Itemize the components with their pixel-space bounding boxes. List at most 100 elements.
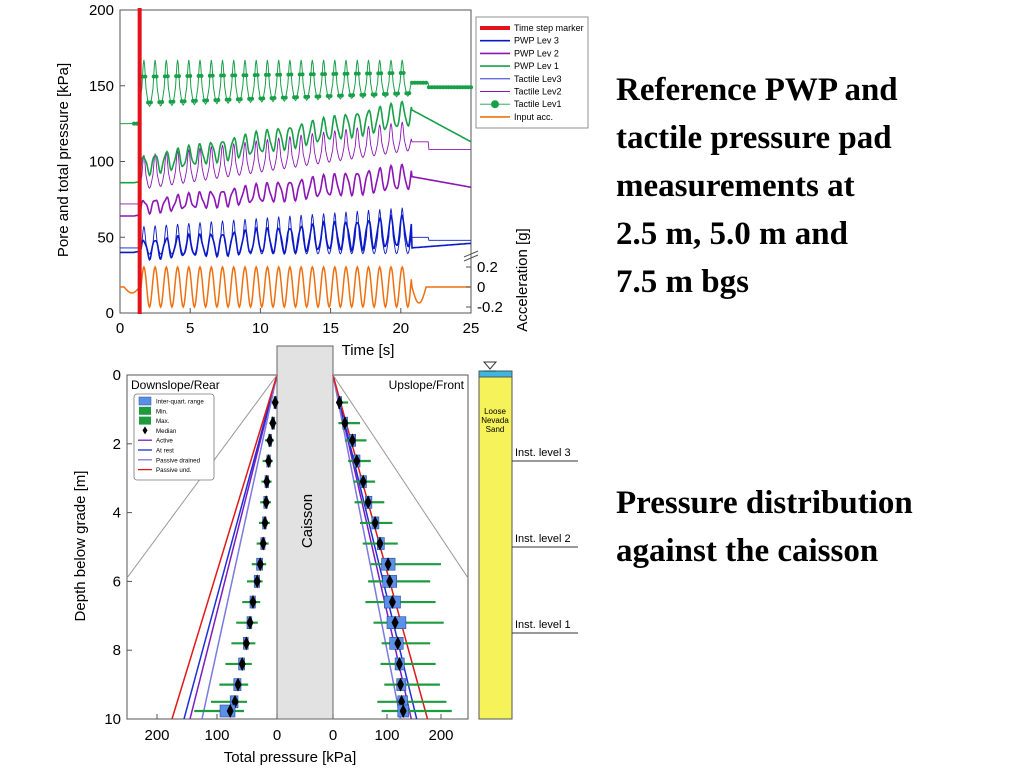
data-point-tactile-lev1	[407, 91, 412, 96]
bottom-series-group	[126, 374, 469, 720]
data-point-tactile-lev1	[196, 73, 201, 78]
data-point-tactile-lev1	[294, 95, 299, 100]
data-point-tactile-lev1	[306, 94, 311, 99]
axis-break-mark	[463, 250, 479, 258]
legend-label: Inter-quart. range	[156, 399, 204, 406]
data-point-tactile-lev1	[264, 72, 269, 77]
data-point-tactile-lev1	[311, 72, 316, 77]
x-tick-label: 200	[144, 727, 169, 744]
data-point-tactile-lev1	[457, 85, 462, 90]
data-point-tactile-lev1	[261, 96, 266, 101]
median-marker-left	[269, 416, 277, 431]
data-point-tactile-lev1	[132, 121, 137, 126]
x-tick-label: 20	[392, 320, 409, 337]
data-point-tactile-lev1	[435, 85, 440, 90]
data-point-tactile-lev1	[278, 72, 283, 77]
data-point-tactile-lev1	[216, 97, 221, 102]
y-tick-label: 0	[113, 367, 121, 384]
series-line-pwp-lev-2	[120, 163, 472, 217]
data-point-tactile-lev1	[286, 72, 291, 77]
data-point-tactile-lev1	[213, 98, 218, 103]
x-tick-label: 100	[204, 727, 229, 744]
instrument-level-label: Inst. level 3	[515, 447, 571, 459]
series-line-tactile-lev2	[120, 121, 471, 205]
legend-label: At rest	[156, 448, 174, 455]
median-marker-right	[397, 677, 404, 692]
legend-swatch	[139, 416, 151, 425]
caisson-label: Caisson	[299, 494, 316, 548]
time-history-chart: 0 5 10 15 20 25 0 50 100 150 200 0.2 0 -0.2 Pore and …	[55, 2, 589, 359]
data-point-tactile-lev1	[280, 95, 285, 100]
data-point-tactile-lev1	[255, 73, 260, 78]
data-point-tactile-lev1	[191, 98, 196, 103]
top-axes-group: 0 5 10 15 20 25 0 50 100 150 200 0.2 0 -0.2	[89, 2, 503, 337]
data-point-tactile-lev1	[426, 85, 431, 90]
median-marker-left	[234, 677, 242, 692]
legend-label: Max.	[156, 418, 170, 425]
data-point-tactile-lev1	[317, 94, 322, 99]
data-point-tactile-lev1	[202, 98, 207, 103]
legend-label: Min.	[156, 408, 168, 415]
caption-top-line: Reference PWP and	[616, 72, 898, 108]
y-tick-label: 6	[113, 573, 121, 590]
data-point-tactile-lev1	[334, 71, 339, 76]
data-point-tactile-lev1	[314, 94, 319, 99]
legend-swatch	[142, 426, 148, 435]
pressure-distribution-chart: Caisson 0 2 4 6 8 10 200 100 0 0 100 200 Downslope/…	[72, 345, 578, 766]
median-marker-right	[394, 636, 402, 651]
data-point-tactile-lev1	[454, 85, 459, 90]
data-point-tactile-lev1	[429, 85, 434, 90]
data-point-tactile-lev1	[320, 72, 325, 77]
data-point-tactile-lev1	[230, 73, 235, 78]
data-point-tactile-lev1	[171, 99, 176, 104]
data-point-tactile-lev1	[466, 85, 471, 90]
top-x-axis-label: Time [s]	[342, 342, 395, 359]
legend-label: Tactile Lev1	[514, 99, 562, 109]
data-point-tactile-lev1	[151, 74, 156, 79]
data-point-tactile-lev1	[351, 93, 356, 98]
data-point-tactile-lev1	[373, 92, 378, 97]
data-point-tactile-lev1	[297, 72, 302, 77]
data-point-tactile-lev1	[412, 80, 417, 85]
data-point-tactile-lev1	[424, 80, 429, 85]
instrument-level-label: Inst. level 2	[515, 533, 571, 545]
series-line-pwp-lev-3	[120, 214, 472, 262]
data-point-tactile-lev1	[432, 85, 437, 90]
y-tick-label: 200	[89, 2, 114, 19]
data-point-tactile-lev1	[283, 95, 288, 100]
data-point-tactile-lev1	[252, 73, 257, 78]
median-marker-right	[391, 615, 399, 630]
influence-line-right	[332, 374, 469, 579]
data-point-tactile-lev1	[154, 74, 159, 79]
data-point-tactile-lev1	[463, 85, 468, 90]
median-marker-right	[386, 574, 394, 589]
data-point-tactile-lev1	[199, 73, 204, 78]
data-point-tactile-lev1	[143, 74, 148, 79]
x-tick-label: 5	[186, 320, 194, 337]
data-point-tactile-lev1	[345, 71, 350, 76]
panel-left-title: Downslope/Rear	[131, 378, 220, 392]
theory-line-left	[171, 374, 278, 720]
data-point-tactile-lev1	[328, 93, 333, 98]
data-point-tactile-lev1	[157, 100, 162, 105]
data-point-tactile-lev1	[258, 96, 263, 101]
data-point-tactile-lev1	[247, 96, 252, 101]
top-series-group	[120, 8, 473, 314]
data-point-tactile-lev1	[365, 71, 370, 76]
caption-bottom-line: Pressure distribution	[616, 485, 913, 521]
legend-swatch-dot	[491, 100, 499, 109]
x-tick-label: 10	[252, 320, 269, 337]
data-point-tactile-lev1	[415, 80, 420, 85]
data-point-tactile-lev1	[233, 73, 238, 78]
legend-label: Active	[156, 438, 173, 445]
data-point-tactile-lev1	[401, 70, 406, 75]
data-point-tactile-lev1	[205, 98, 210, 103]
y-tick-label: 0	[106, 305, 114, 322]
caption-top-line: 7.5 m bgs	[616, 264, 749, 300]
top-y2-axis-label: Acceleration [g]	[514, 228, 531, 331]
legend-label: PWP Lev 2	[514, 48, 559, 58]
median-marker-left	[263, 474, 271, 489]
legend-label: Tactile Lev3	[514, 74, 562, 84]
